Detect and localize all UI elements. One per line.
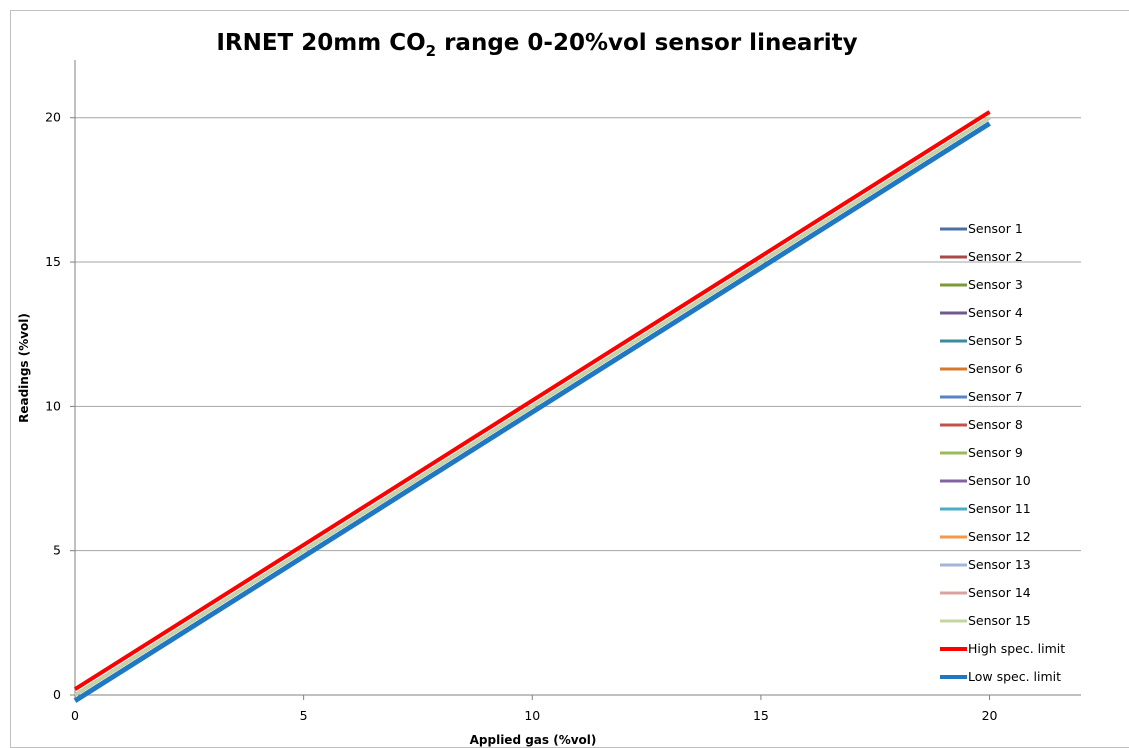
tick-labels: 0 5 10 15 20 0 5 10 15 20: [45, 110, 997, 723]
chart-title-subscript: 2: [426, 42, 436, 60]
series-line: [73, 121, 991, 703]
y-tick-label: 5: [53, 543, 61, 558]
legend-label: Sensor 7: [968, 389, 1023, 404]
chart-title-rest: range 0-20%vol sensor linearity: [436, 30, 858, 56]
legend-label: Sensor 1: [968, 221, 1023, 236]
x-tick-label: 5: [300, 708, 308, 723]
legend-label: Sensor 12: [968, 529, 1031, 544]
legend-label: Low spec. limit: [968, 669, 1061, 684]
axes: [70, 60, 1081, 700]
y-axis-label: Readings (%vol): [17, 313, 31, 423]
x-tick-label: 0: [71, 708, 79, 723]
legend-label: High spec. limit: [968, 641, 1065, 656]
x-tick-label: 20: [982, 708, 998, 723]
legend-label: Sensor 5: [968, 333, 1023, 348]
series-line: [74, 116, 991, 697]
legend-label: Sensor 10: [968, 473, 1031, 488]
y-tick-label: 0: [53, 687, 61, 702]
gridlines: [75, 117, 1081, 552]
legend-label: Sensor 4: [968, 305, 1023, 320]
legend-label: Sensor 9: [968, 445, 1023, 460]
chart-title-main: IRNET 20mm CO: [216, 30, 425, 56]
legend-label: Sensor 11: [968, 501, 1031, 516]
x-tick-label: 10: [524, 708, 540, 723]
legend-label: Sensor 15: [968, 613, 1031, 628]
y-tick-label: 20: [45, 110, 61, 125]
x-tick-label: 15: [753, 708, 769, 723]
x-axis-label: Applied gas (%vol): [470, 733, 597, 747]
y-tick-label: 10: [45, 398, 61, 413]
plot-area: [73, 110, 991, 703]
legend-label: Sensor 14: [968, 585, 1031, 600]
series-line: [73, 110, 991, 691]
legend-label: Sensor 2: [968, 249, 1023, 264]
legend: Sensor 1 Sensor 2 Sensor 3 Sensor 4 Sensor 5…: [940, 221, 1065, 684]
y-tick-label: 15: [45, 254, 61, 269]
chart-title: IRNET 20mm CO2 range 0-20%vol sensor lin…: [216, 30, 857, 60]
legend-label: Sensor 13: [968, 557, 1031, 572]
legend-label: Sensor 8: [968, 417, 1023, 432]
legend-label: Sensor 3: [968, 277, 1023, 292]
legend-label: Sensor 6: [968, 361, 1023, 376]
